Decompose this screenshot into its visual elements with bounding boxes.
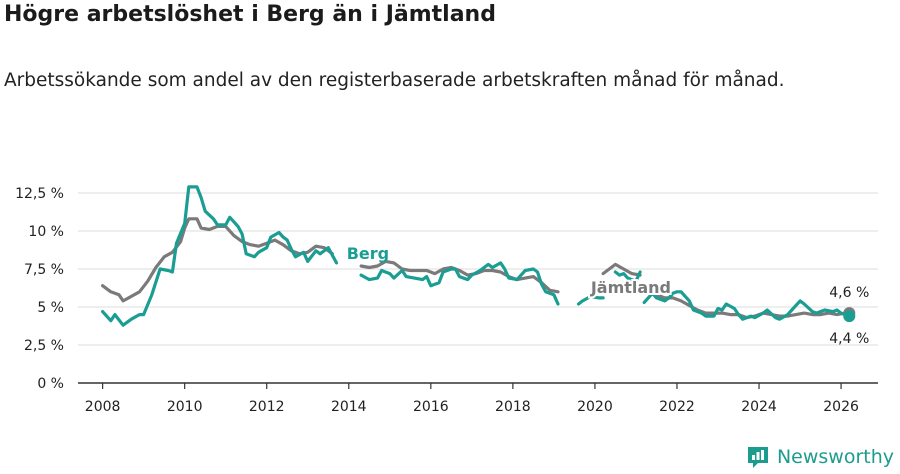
series-line-jamtland [601,262,642,277]
y-tick-label: 10 % [28,224,64,240]
series-labels: Berg Jämtland 4,6 % 4,4 % [347,244,870,347]
end-label-berg: 4,4 % [829,331,869,347]
x-tick-label: 2008 [85,399,121,415]
end-dot-berg [843,310,856,323]
x-tick-label: 2010 [167,399,203,415]
chart-title: Högre arbetslöshet i Berg än i Jämtland [4,2,496,27]
chart-subtitle: Arbetssökande som andel av den registerb… [4,70,785,91]
series-line-berg [642,290,851,321]
grid-lines [78,192,878,346]
x-tick-label: 2018 [495,399,531,415]
x-axis-ticks: 2008 2010 2012 2014 2016 2018 2020 2022 2024 2026 [85,383,859,415]
x-tick-label: 2012 [249,399,285,415]
series-lines [101,185,856,327]
y-tick-label: 7,5 % [24,262,64,278]
series-label-jamtland: Jämtland [590,278,671,297]
brand-logo[interactable]: Newsworthy [745,444,894,470]
x-tick-label: 2020 [577,399,613,415]
x-tick-label: 2014 [331,399,367,415]
y-tick-label: 0 % [37,376,64,392]
series-label-berg: Berg [347,244,389,263]
x-tick-label: 2022 [659,399,695,415]
y-axis-ticks: 0 % 2,5 % 5 % 7,5 % 10 % 12,5 % [15,186,64,392]
y-tick-label: 2,5 % [24,338,64,354]
series-line-jamtland [359,259,560,294]
x-tick-label: 2026 [823,399,859,415]
newsworthy-logo-icon [747,447,768,468]
series-line-berg [359,261,560,306]
brand-name: Newsworthy [776,446,894,468]
x-tick-label: 2016 [413,399,449,415]
y-tick-label: 12,5 % [15,186,64,202]
series-line-berg [101,185,339,327]
x-tick-label: 2024 [741,399,777,415]
series-line-berg [613,270,642,283]
y-tick-label: 5 % [37,300,64,316]
series-line-berg [576,294,605,306]
end-label-jamtland: 4,6 % [829,285,869,301]
